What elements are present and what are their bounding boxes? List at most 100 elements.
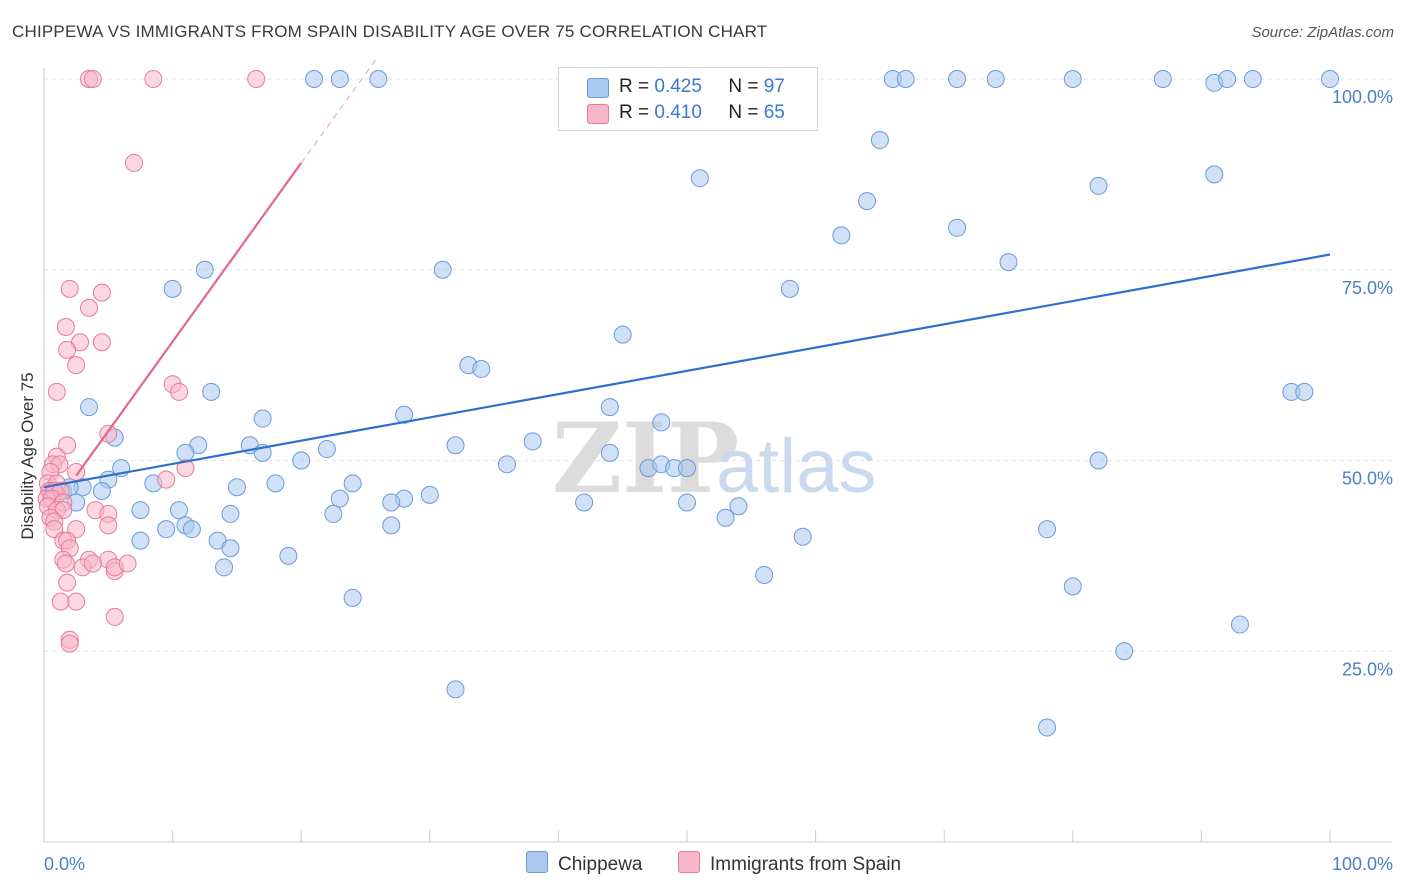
point-chippewa: [176, 443, 195, 462]
point-chippewa: [600, 398, 619, 417]
legend-n-value-spain: 65: [763, 102, 785, 123]
point-chippewa: [1243, 70, 1262, 88]
point-chippewa: [1205, 165, 1224, 184]
legend-r-label: R =: [619, 102, 650, 123]
point-chippewa: [793, 527, 812, 546]
point-chippewa: [1038, 520, 1057, 539]
point-chippewa: [497, 455, 516, 474]
point-chippewa: [157, 520, 176, 539]
x-tick-label: 100.0%: [1332, 854, 1393, 874]
point-chippewa: [182, 520, 201, 539]
point-chippewa: [1295, 382, 1314, 401]
point-spain: [157, 470, 176, 489]
point-spain: [58, 436, 77, 455]
point-spain: [247, 70, 266, 88]
point-spain: [83, 554, 102, 573]
point-chippewa: [343, 588, 362, 607]
point-spain: [58, 573, 77, 592]
point-chippewa: [1063, 577, 1082, 596]
point-spain: [67, 356, 86, 375]
point-chippewa: [1089, 176, 1108, 195]
watermark-atlas: atlas: [716, 424, 877, 509]
point-chippewa: [382, 516, 401, 535]
legend-n-label: N =: [728, 102, 759, 123]
point-chippewa: [896, 70, 915, 88]
point-chippewa: [279, 546, 298, 565]
point-chippewa: [652, 413, 671, 432]
point-spain: [56, 554, 75, 573]
y-tick-label: 50.0%: [1342, 469, 1393, 489]
data-points: [37, 70, 1339, 737]
point-spain: [170, 382, 189, 401]
point-chippewa: [472, 359, 491, 378]
point-chippewa: [1321, 70, 1339, 88]
point-chippewa: [382, 493, 401, 512]
legend-r-value-spain: 0.410: [654, 102, 702, 123]
point-chippewa: [1038, 718, 1057, 737]
point-chippewa: [92, 482, 111, 501]
legend-swatch-chippewa: [587, 78, 609, 98]
point-chippewa: [131, 501, 150, 520]
point-chippewa: [195, 260, 214, 279]
point-spain: [60, 634, 79, 653]
legend-swatch-spain: [587, 104, 609, 124]
y-tick-label: 100.0%: [1332, 87, 1393, 107]
series-legend-spain: Immigrants from Spain: [678, 851, 901, 876]
legend-r-value-chippewa: 0.425: [654, 76, 702, 97]
point-spain: [99, 516, 118, 535]
point-chippewa: [729, 497, 748, 516]
point-chippewa: [948, 218, 967, 237]
point-chippewa: [678, 493, 696, 512]
point-chippewa: [324, 504, 343, 523]
point-chippewa: [575, 493, 594, 512]
point-chippewa: [131, 531, 150, 550]
point-chippewa: [433, 260, 452, 279]
legend-n-label: N =: [728, 76, 759, 97]
point-chippewa: [948, 70, 967, 88]
point-spain: [176, 459, 195, 478]
point-chippewa: [1063, 70, 1082, 88]
point-chippewa: [369, 70, 388, 88]
trend-line-chippewa: [43, 253, 1331, 489]
point-chippewa: [330, 489, 349, 508]
point-chippewa: [395, 405, 414, 424]
legend-n-value-chippewa: 97: [763, 76, 785, 97]
y-axis-title: Disability Age Over 75: [18, 372, 37, 539]
tick-labels: 25.0% 50.0% 75.0% 100.0% 0.0% 100.0%: [44, 87, 1393, 874]
point-chippewa: [613, 325, 632, 344]
trend-line-spain: [75, 162, 303, 477]
point-spain: [67, 592, 86, 611]
axes: [43, 68, 1392, 843]
point-chippewa: [446, 436, 465, 455]
point-chippewa: [1115, 642, 1134, 661]
point-chippewa: [266, 474, 285, 493]
series-label-chippewa: Chippewa: [558, 854, 643, 875]
point-chippewa: [330, 70, 349, 88]
point-chippewa: [202, 382, 221, 401]
point-spain: [58, 340, 77, 359]
trend-lines: [43, 55, 1331, 489]
point-chippewa: [780, 279, 799, 298]
point-spain: [56, 317, 75, 336]
y-tick-label: 25.0%: [1342, 659, 1393, 679]
legend-r-label: R =: [619, 76, 650, 97]
point-chippewa: [832, 226, 851, 245]
gridlines: [44, 78, 1392, 652]
correlation-legend: R = 0.425 N = 97 R = 0.410 N = 65: [558, 67, 818, 131]
point-chippewa: [420, 485, 439, 504]
point-chippewa: [163, 279, 182, 298]
point-chippewa: [600, 443, 619, 462]
point-chippewa: [305, 70, 324, 88]
y-tick-label: 75.0%: [1342, 278, 1393, 298]
point-chippewa: [253, 409, 272, 428]
point-chippewa: [755, 565, 774, 584]
point-chippewa: [80, 398, 99, 417]
point-chippewa: [221, 504, 240, 523]
point-chippewa: [986, 70, 1005, 88]
point-chippewa: [999, 253, 1018, 272]
point-chippewa: [678, 459, 696, 478]
point-spain: [92, 283, 111, 302]
point-chippewa: [292, 451, 311, 470]
point-chippewa: [523, 432, 542, 451]
